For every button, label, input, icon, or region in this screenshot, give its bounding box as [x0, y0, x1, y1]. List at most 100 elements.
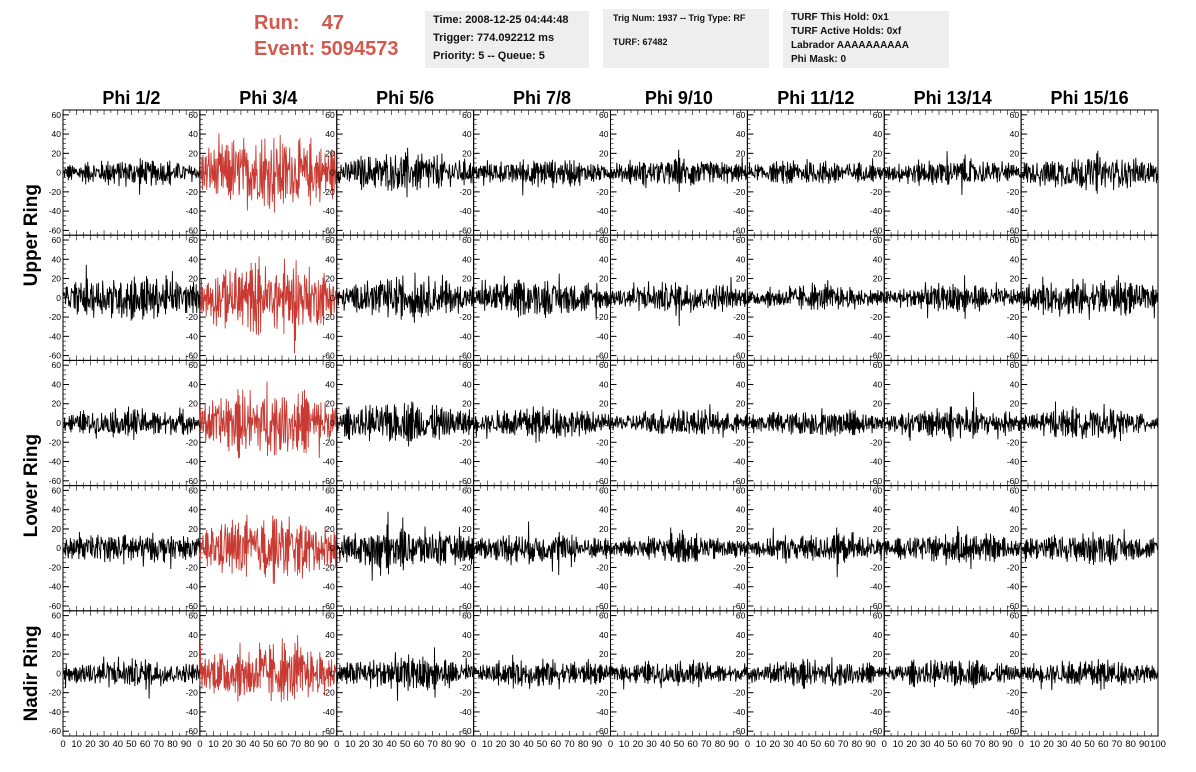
y-tick-label: 20 — [599, 148, 609, 158]
y-tick-label: -40 — [870, 457, 883, 467]
y-tick-label: 40 — [873, 254, 883, 264]
panel-r4-phi-3-4: -60 -40 -20 0 20 40 60 — [186, 485, 338, 612]
y-tick-label: 60 — [52, 611, 62, 621]
y-tick-label: -20 — [49, 187, 62, 197]
y-tick-label: 0 — [741, 543, 746, 553]
y-tick-label: -20 — [459, 312, 472, 322]
y-tick-label: -40 — [733, 206, 746, 216]
y-tick-label: 0 — [193, 168, 198, 178]
y-tick-label: 60 — [599, 485, 609, 495]
y-tick-label: 0 — [741, 168, 746, 178]
waveform-trace — [473, 654, 611, 690]
panel-r1-phi-13-14: -60 -40 -20 0 20 40 60 — [870, 109, 1022, 236]
waveform-trace — [473, 406, 611, 443]
y-tick-label: 60 — [1010, 611, 1020, 621]
priority-text: Priority: 5 -- Queue: 5 — [433, 50, 545, 62]
y-tick-label: 0 — [56, 543, 61, 553]
y-tick-label: -40 — [459, 582, 472, 592]
x-tick-label: 80 — [304, 739, 315, 750]
y-tick-label: -20 — [322, 312, 335, 322]
y-tick-label: 20 — [462, 274, 472, 284]
y-tick-label: 20 — [462, 399, 472, 409]
waveform-trace — [884, 391, 1022, 442]
y-tick-label: 20 — [873, 399, 883, 409]
y-tick-label: 40 — [52, 630, 62, 640]
y-tick-label: -20 — [322, 688, 335, 698]
x-tick-label: 50 — [400, 739, 411, 750]
panel-r4-phi-15-16: -60 -40 -20 0 20 40 60 — [1007, 485, 1159, 612]
y-tick-label: -20 — [733, 312, 746, 322]
x-tick-label: 10 — [619, 739, 630, 750]
y-tick-label: -20 — [733, 187, 746, 197]
y-tick-label: 60 — [325, 485, 335, 495]
y-tick-label: 0 — [741, 293, 746, 303]
x-tick-label: 10 — [893, 739, 904, 750]
run-event-label: Run: 47 Event: 5094573 — [254, 10, 424, 62]
y-tick-label: 20 — [873, 649, 883, 659]
y-tick-label: -20 — [1007, 688, 1020, 698]
waveform-trace — [746, 158, 885, 185]
ring-label-lower-ring: Lower Ring — [21, 434, 42, 537]
x-tick-label: 0 — [471, 739, 476, 750]
y-tick-label: -40 — [870, 707, 883, 717]
waveform-trace — [199, 514, 338, 585]
x-tick-label: 70 — [290, 739, 301, 750]
y-tick-label: 20 — [1010, 524, 1020, 534]
y-tick-label: 20 — [52, 148, 62, 158]
y-tick-label: -40 — [733, 457, 746, 467]
waveform-trace — [473, 273, 611, 320]
x-tick-label: 70 — [838, 739, 849, 750]
x-tick-label: 90 — [181, 739, 192, 750]
turf-text: TURF: 67482 — [613, 37, 668, 47]
y-tick-label: 0 — [1014, 668, 1019, 678]
x-tick-label: 80 — [578, 739, 589, 750]
y-tick-label: 20 — [873, 274, 883, 284]
y-tick-label: -60 — [733, 225, 746, 235]
y-tick-label: 20 — [462, 649, 472, 659]
waveform-trace — [610, 276, 748, 326]
y-tick-label: 0 — [1014, 543, 1019, 553]
panel-r1-phi-15-16: -60 -40 -20 0 20 40 60 — [1007, 109, 1159, 236]
y-tick-label: 20 — [736, 148, 746, 158]
x-tick-label: 20 — [359, 739, 370, 750]
column-header-phi-1-2: Phi 1/2 — [102, 88, 160, 108]
x-tick-label: 80 — [167, 739, 178, 750]
x-tick-label: 40 — [112, 739, 123, 750]
y-tick-label: 0 — [330, 543, 335, 553]
x-tick-label: 80 — [441, 739, 452, 750]
y-tick-label: 40 — [462, 254, 472, 264]
x-tick-label: 50 — [126, 739, 137, 750]
x-tick-label: 10 — [1030, 739, 1041, 750]
y-tick-label: -60 — [49, 601, 62, 611]
y-tick-label: 0 — [330, 418, 335, 428]
panel-r2-phi-15-16: -60 -40 -20 0 20 40 60 — [1007, 234, 1159, 361]
x-tick-label: 70 — [1112, 739, 1123, 750]
y-tick-label: 60 — [52, 110, 62, 120]
x-tick-label: 90 — [318, 739, 329, 750]
panel-r3-phi-7-8: -60 -40 -20 0 20 40 60 — [459, 359, 611, 487]
y-tick-label: -60 — [186, 225, 199, 235]
waveform-trace — [747, 408, 885, 437]
y-tick-label: 60 — [599, 611, 609, 621]
y-tick-label: 20 — [52, 399, 62, 409]
event-number: 5094573 — [320, 38, 399, 60]
waveform-trace — [336, 401, 475, 447]
x-tick-label: 70 — [154, 739, 165, 750]
y-tick-label: -40 — [49, 206, 62, 216]
waveform-trace — [1020, 401, 1159, 442]
y-tick-label: 60 — [325, 360, 335, 370]
waveform-trace — [336, 511, 475, 581]
x-tick-label: 70 — [701, 739, 712, 750]
waveform-trace — [473, 159, 611, 196]
turf-active-holds-text: TURF Active Holds: 0xf — [791, 26, 902, 37]
x-tick-label: 0 — [608, 739, 613, 750]
y-tick-label: -60 — [49, 726, 62, 736]
x-tick-label: 40 — [386, 739, 397, 750]
y-tick-label: 60 — [736, 110, 746, 120]
y-tick-label: 20 — [1010, 399, 1020, 409]
waveform-trace — [746, 657, 885, 689]
y-tick-label: -20 — [459, 437, 472, 447]
y-tick-label: 20 — [599, 649, 609, 659]
